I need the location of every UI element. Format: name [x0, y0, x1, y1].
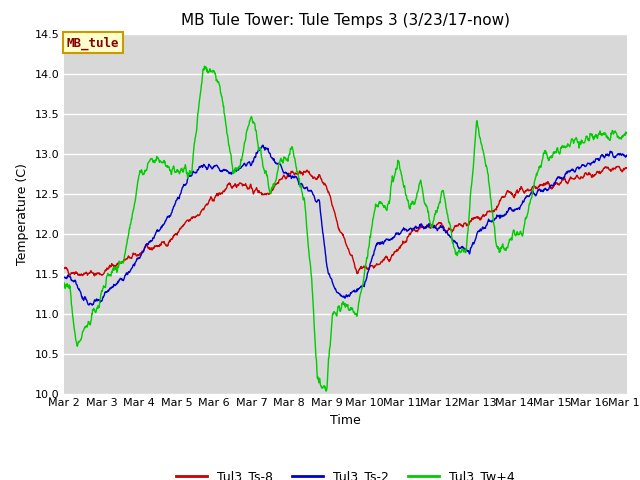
- Title: MB Tule Tower: Tule Temps 3 (3/23/17-now): MB Tule Tower: Tule Temps 3 (3/23/17-now…: [181, 13, 510, 28]
- Y-axis label: Temperature (C): Temperature (C): [16, 163, 29, 264]
- X-axis label: Time: Time: [330, 414, 361, 427]
- Legend: Tul3_Ts-8, Tul3_Ts-2, Tul3_Tw+4: Tul3_Ts-8, Tul3_Ts-2, Tul3_Tw+4: [171, 465, 520, 480]
- Text: MB_tule: MB_tule: [67, 36, 119, 49]
